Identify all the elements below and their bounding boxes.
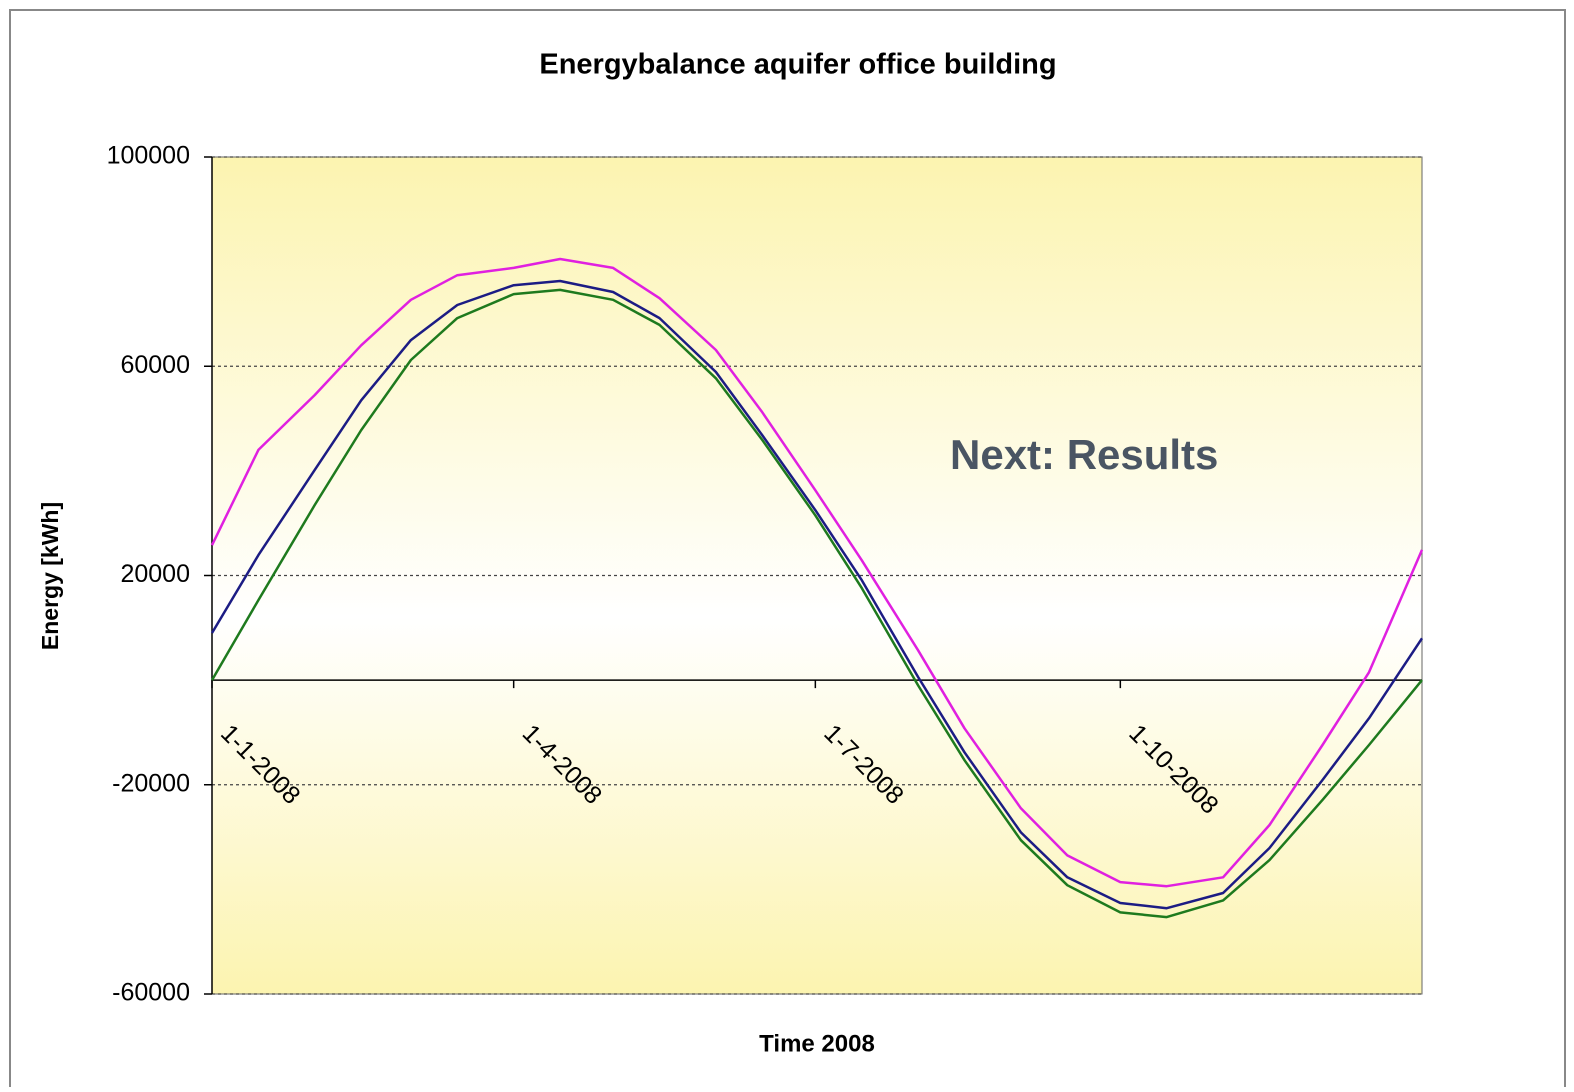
x-axis-label: Time 2008 [759, 1030, 875, 1057]
y-tick-label: 60000 [120, 351, 190, 379]
y-tick-label: -60000 [112, 979, 190, 1007]
y-tick-label: 100000 [107, 142, 190, 170]
y-tick-label: 20000 [120, 560, 190, 588]
y-axis-label: Energy [kWh] [37, 502, 63, 650]
annotation: Next: Results [950, 431, 1218, 478]
series-line [210, 279, 1424, 910]
lines [210, 257, 1424, 919]
series-line [210, 257, 1424, 888]
grid [204, 156, 1422, 995]
series-line [210, 288, 1423, 919]
chart-title: Energybalance aquifer office building [539, 49, 1056, 81]
y-tick-label: -20000 [112, 769, 190, 797]
